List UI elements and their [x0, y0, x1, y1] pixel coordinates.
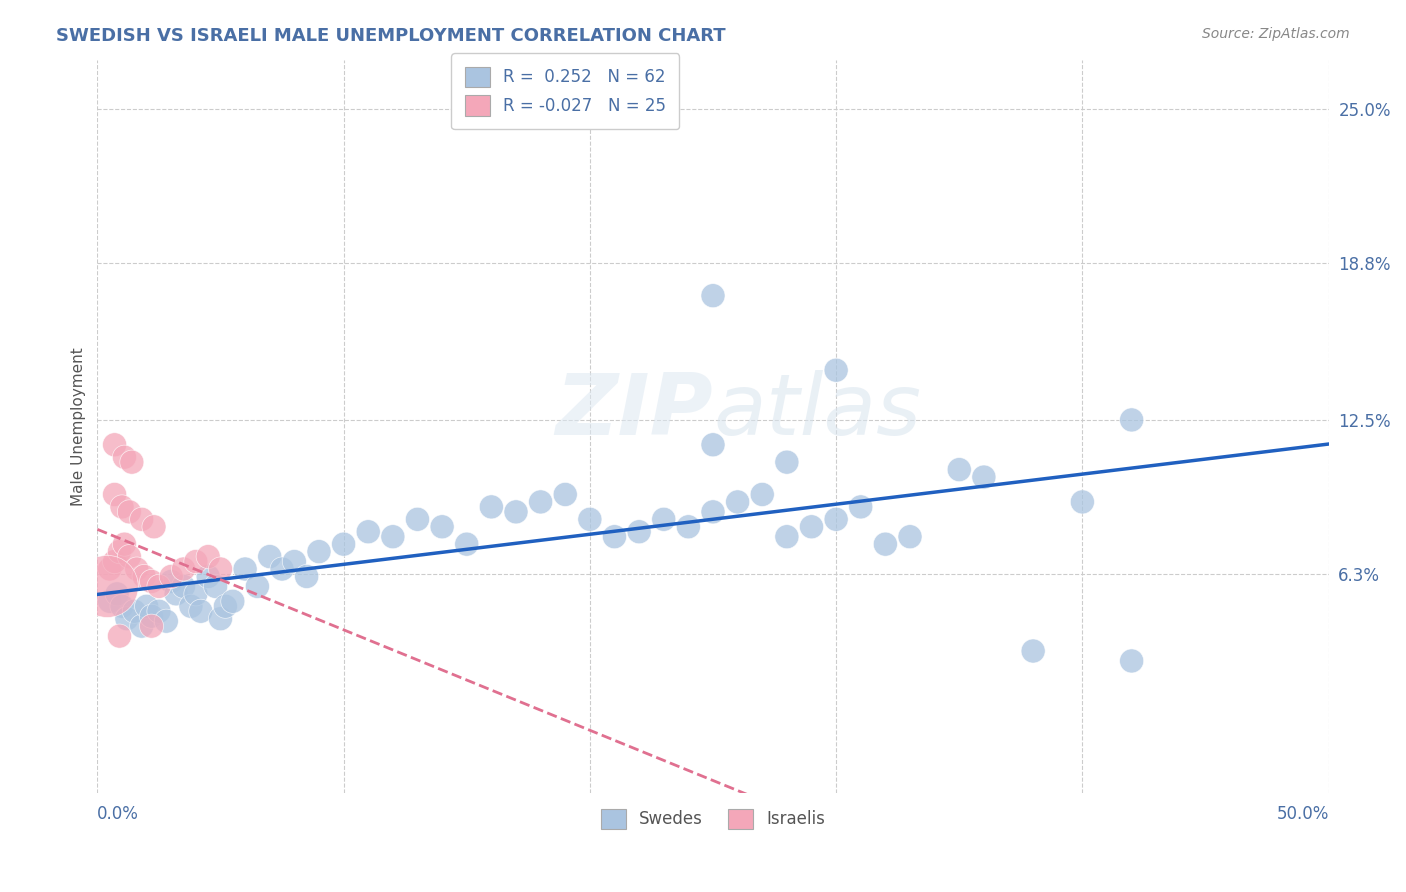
- Point: [160, 569, 183, 583]
- Point: [1071, 495, 1094, 509]
- Point: [108, 544, 131, 558]
- Point: [1022, 644, 1045, 658]
- Text: Source: ZipAtlas.com: Source: ZipAtlas.com: [1202, 27, 1350, 41]
- Point: [204, 579, 226, 593]
- Point: [295, 569, 318, 583]
- Text: atlas: atlas: [713, 370, 921, 453]
- Point: [98, 594, 121, 608]
- Point: [148, 604, 170, 618]
- Point: [406, 512, 429, 526]
- Point: [121, 455, 143, 469]
- Point: [197, 549, 219, 564]
- Point: [197, 569, 219, 583]
- Point: [479, 500, 502, 514]
- Point: [165, 587, 187, 601]
- Point: [105, 587, 128, 601]
- Point: [114, 537, 136, 551]
- Point: [184, 587, 207, 601]
- Point: [898, 530, 921, 544]
- Point: [603, 530, 626, 544]
- Legend: Swedes, Israelis: Swedes, Israelis: [595, 802, 832, 836]
- Point: [98, 562, 121, 576]
- Point: [652, 512, 675, 526]
- Point: [554, 487, 576, 501]
- Point: [135, 599, 157, 614]
- Point: [209, 612, 232, 626]
- Point: [108, 629, 131, 643]
- Point: [800, 520, 823, 534]
- Point: [180, 599, 202, 614]
- Point: [118, 505, 141, 519]
- Point: [214, 599, 236, 614]
- Point: [141, 619, 163, 633]
- Point: [825, 363, 848, 377]
- Point: [332, 537, 354, 551]
- Point: [678, 520, 700, 534]
- Point: [131, 619, 153, 633]
- Point: [456, 537, 478, 551]
- Point: [131, 512, 153, 526]
- Text: SWEDISH VS ISRAELI MALE UNEMPLOYMENT CORRELATION CHART: SWEDISH VS ISRAELI MALE UNEMPLOYMENT COR…: [56, 27, 725, 45]
- Point: [141, 609, 163, 624]
- Point: [727, 495, 749, 509]
- Text: 0.0%: 0.0%: [97, 805, 139, 823]
- Point: [702, 505, 724, 519]
- Point: [111, 500, 134, 514]
- Point: [381, 530, 404, 544]
- Point: [825, 512, 848, 526]
- Point: [209, 562, 232, 576]
- Point: [190, 604, 212, 618]
- Point: [751, 487, 773, 501]
- Point: [530, 495, 553, 509]
- Point: [357, 524, 380, 539]
- Point: [505, 505, 527, 519]
- Point: [233, 562, 256, 576]
- Point: [308, 544, 330, 558]
- Point: [104, 438, 127, 452]
- Point: [628, 524, 651, 539]
- Point: [148, 579, 170, 593]
- Point: [173, 562, 195, 576]
- Point: [948, 462, 970, 476]
- Point: [1121, 654, 1143, 668]
- Text: ZIP: ZIP: [555, 370, 713, 453]
- Point: [430, 520, 453, 534]
- Point: [849, 500, 872, 514]
- Y-axis label: Male Unemployment: Male Unemployment: [72, 347, 86, 506]
- Point: [125, 562, 148, 576]
- Point: [776, 455, 799, 469]
- Point: [246, 579, 269, 593]
- Point: [96, 579, 118, 593]
- Point: [115, 612, 138, 626]
- Point: [134, 569, 156, 583]
- Point: [118, 549, 141, 564]
- Point: [160, 574, 183, 589]
- Point: [173, 579, 195, 593]
- Point: [702, 288, 724, 302]
- Point: [973, 470, 995, 484]
- Point: [141, 574, 163, 589]
- Point: [184, 555, 207, 569]
- Point: [283, 555, 305, 569]
- Point: [579, 512, 602, 526]
- Text: 50.0%: 50.0%: [1277, 805, 1329, 823]
- Point: [114, 450, 136, 465]
- Point: [155, 614, 177, 628]
- Point: [143, 520, 166, 534]
- Point: [875, 537, 897, 551]
- Point: [776, 530, 799, 544]
- Point: [104, 487, 127, 501]
- Point: [111, 599, 134, 614]
- Point: [1121, 413, 1143, 427]
- Point: [259, 549, 281, 564]
- Point: [104, 555, 127, 569]
- Point: [124, 604, 146, 618]
- Point: [222, 594, 245, 608]
- Point: [702, 438, 724, 452]
- Point: [271, 562, 294, 576]
